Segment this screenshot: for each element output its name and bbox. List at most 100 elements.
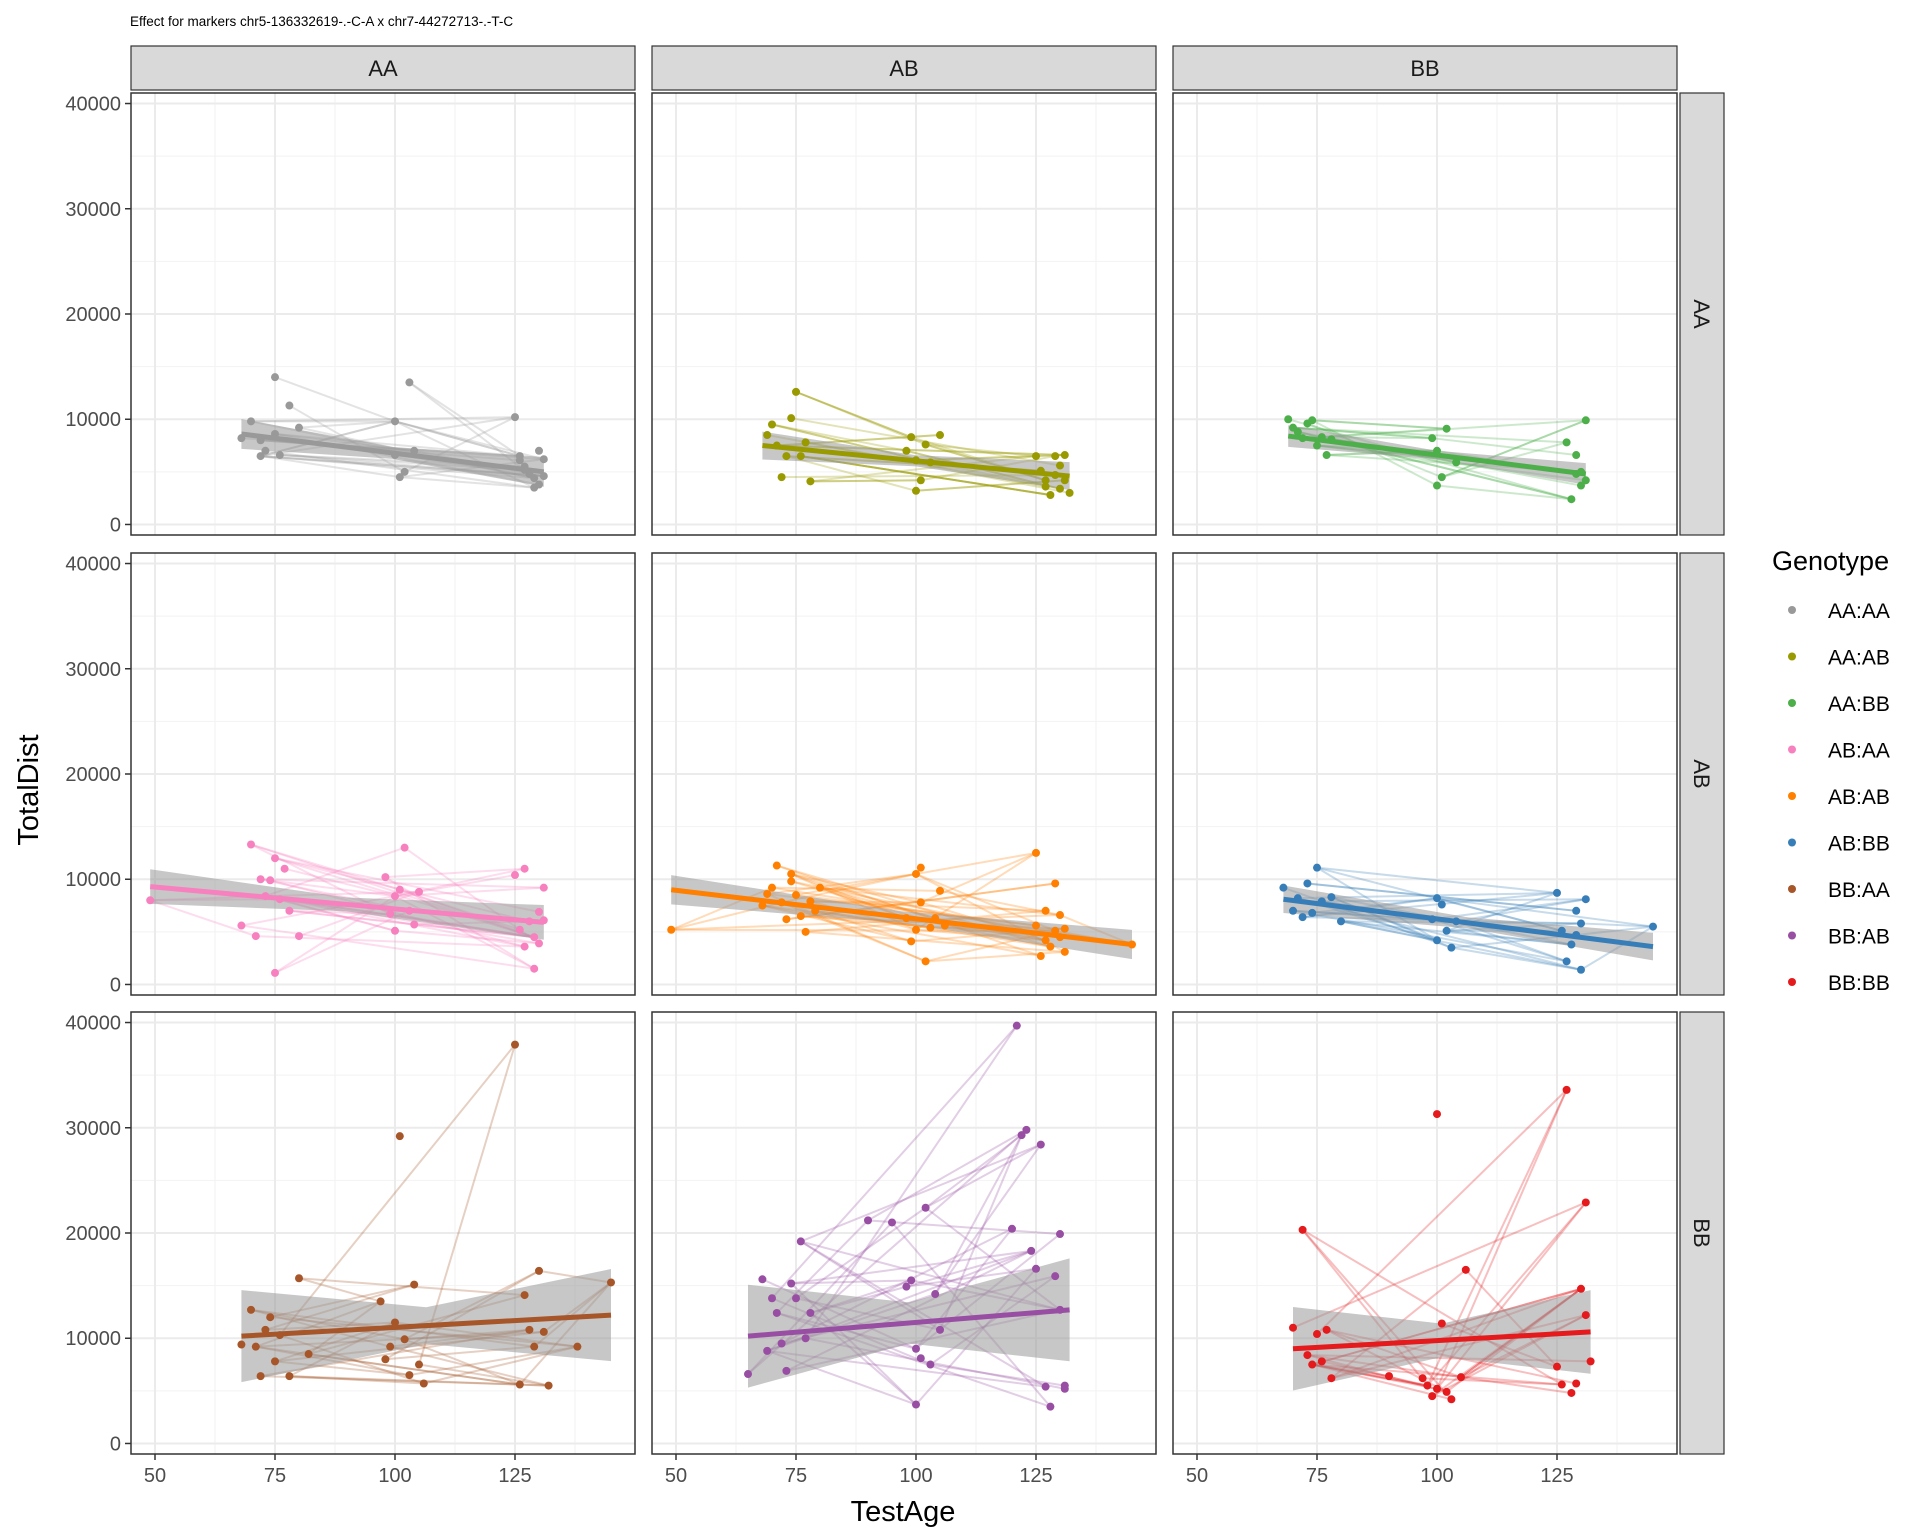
data-point (1572, 1379, 1581, 1388)
trajectory-line (1441, 419, 1587, 479)
data-point (405, 1371, 414, 1380)
data-point (515, 456, 524, 465)
data-point (280, 864, 289, 873)
legend-key (1788, 606, 1796, 614)
trajectory-line (289, 1375, 424, 1385)
data-point (1289, 1323, 1297, 1332)
trajectory-line (771, 423, 907, 452)
row-strip (1679, 92, 1725, 536)
data-point (266, 876, 275, 885)
data-point (386, 1342, 395, 1351)
facet-panel (651, 552, 1157, 996)
data-point (758, 1275, 767, 1284)
data-point (1428, 434, 1437, 443)
trajectory-line (1460, 1376, 1572, 1394)
trajectory-line (767, 872, 917, 895)
data-point (515, 1380, 524, 1389)
data-point (1586, 1357, 1595, 1366)
data-point (907, 937, 916, 946)
data-point (1298, 1225, 1307, 1234)
data-point (275, 895, 284, 904)
trajectory-line (274, 857, 540, 913)
data-point (792, 891, 800, 900)
data-point (1056, 1305, 1064, 1314)
data-point (1056, 461, 1064, 470)
trajectory-line (915, 873, 1056, 932)
trajectory-line (791, 1249, 1032, 1285)
trajectory-line (925, 1143, 1042, 1209)
legend-label: AB:BB (1828, 833, 1890, 856)
data-point (763, 889, 772, 898)
data-point (395, 473, 404, 482)
trajectory-line (776, 864, 1042, 958)
data-point (251, 932, 260, 941)
data-point (520, 864, 529, 873)
data-point (796, 452, 805, 461)
y-tick-label: 10000 (65, 869, 121, 891)
data-point (777, 473, 786, 482)
data-point (1322, 451, 1331, 460)
trajectory-line (771, 1025, 1018, 1299)
data-point (247, 417, 255, 426)
legend-label: AB:AB (1828, 786, 1890, 809)
trajectory-line (418, 1363, 549, 1387)
y-tick-label: 20000 (65, 764, 121, 786)
data-point (1298, 913, 1307, 922)
data-point (261, 892, 270, 901)
x-tick-label: 50 (1186, 1465, 1208, 1487)
data-point (912, 1400, 920, 1409)
data-point (912, 486, 920, 495)
data-point (758, 901, 767, 910)
row-strip-label: AA (1689, 299, 1714, 329)
data-point (763, 431, 772, 440)
trajectory-line (1292, 426, 1433, 440)
data-point (796, 912, 805, 921)
data-point (295, 423, 303, 432)
trajectory-line (149, 899, 257, 938)
data-point (405, 378, 414, 387)
facet-panel: 0 10000 20000 30000 40000 (65, 552, 636, 996)
data-point (1308, 416, 1317, 425)
trajectory-line (795, 1206, 927, 1300)
data-point (400, 1335, 409, 1344)
data-point (1428, 1392, 1437, 1401)
trajectory-line (298, 420, 396, 429)
legend: Genotype AA:AA AA:AB AA:BB AB:AA AB:AB AB:BB B… (1772, 546, 1890, 995)
data-point (539, 1327, 548, 1336)
panel-border (651, 1011, 1157, 1455)
data-point (806, 477, 815, 486)
trajectory-line (404, 1338, 521, 1386)
trajectory-line (819, 886, 1061, 917)
data-point (1317, 897, 1326, 906)
data-point (511, 1040, 519, 1049)
data-point (768, 883, 776, 892)
data-point (256, 452, 265, 461)
legend-key (1788, 745, 1796, 754)
data-point (419, 1379, 428, 1388)
legend-label: AA:AB (1828, 647, 1890, 670)
trajectory-line (795, 390, 912, 439)
trajectory-line (934, 1144, 1042, 1295)
trajectory-line (795, 390, 926, 446)
trajectory-line (1312, 419, 1447, 430)
trajectory-line (284, 867, 396, 898)
data-point (912, 1344, 920, 1353)
data-point (1452, 917, 1461, 926)
data-point (415, 1360, 423, 1369)
data-point (391, 417, 399, 426)
data-point (535, 939, 543, 948)
data-point (1060, 476, 1069, 485)
data-point (266, 1313, 275, 1322)
trajectory-line (289, 1375, 549, 1387)
legend-key (1788, 931, 1796, 940)
data-point (782, 452, 791, 461)
data-point (888, 1218, 896, 1227)
data-point (1313, 863, 1321, 872)
data-point (902, 1282, 911, 1291)
x-tick-label: 125 (1540, 1465, 1573, 1487)
data-point (1553, 1362, 1561, 1371)
y-tick-label: 0 (110, 1433, 121, 1455)
data-point (256, 436, 265, 445)
data-point (1557, 1380, 1566, 1389)
data-point (146, 896, 155, 905)
